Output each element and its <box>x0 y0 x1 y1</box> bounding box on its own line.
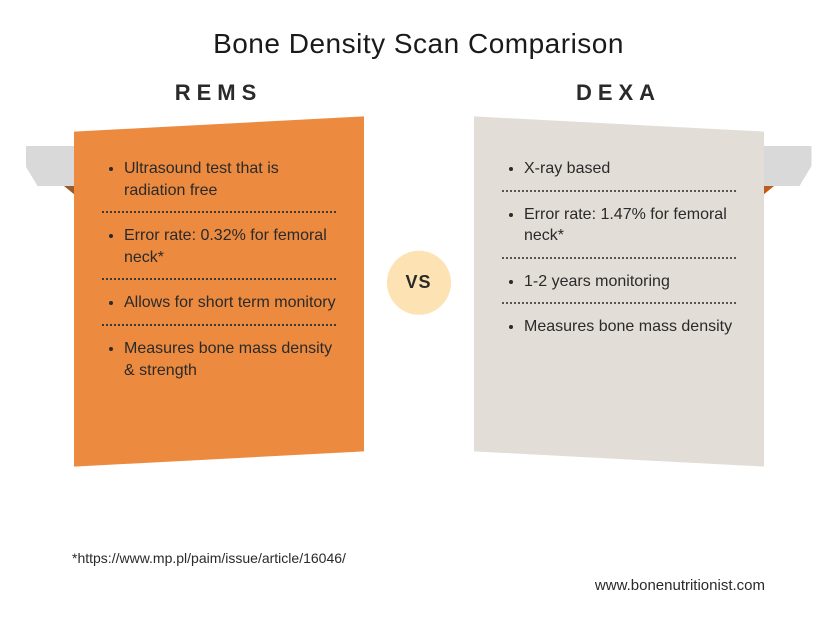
dexa-item: Measures bone mass density <box>524 316 736 338</box>
page-title: Bone Density Scan Comparison <box>0 0 837 60</box>
divider <box>102 278 336 280</box>
rems-card: Ultrasound test that is radiation free E… <box>74 116 364 466</box>
site-url: www.bonenutritionist.com <box>595 577 765 594</box>
rems-item: Ultrasound test that is radiation free <box>124 158 336 201</box>
divider <box>102 211 336 213</box>
divider <box>502 257 736 259</box>
dexa-card: X-ray based Error rate: 1.47% for femora… <box>474 116 764 466</box>
rems-header: REMS <box>74 80 364 106</box>
comparison-columns: REMS Ultrasound test that is radiation f… <box>0 80 837 459</box>
dexa-card-wrap: X-ray based Error rate: 1.47% for femora… <box>474 124 764 459</box>
divider <box>502 302 736 304</box>
rems-column: REMS Ultrasound test that is radiation f… <box>74 80 364 459</box>
rems-card-wrap: Ultrasound test that is radiation free E… <box>74 124 364 459</box>
dexa-item: 1-2 years monitoring <box>524 271 736 293</box>
rems-item: Allows for short term monitory <box>124 292 336 314</box>
dexa-column: DEXA X-ray based Error rate: 1.47% for f… <box>474 80 764 459</box>
divider <box>502 190 736 192</box>
footnote: *https://www.mp.pl/paim/issue/article/16… <box>72 550 346 566</box>
vs-badge: VS <box>387 250 451 314</box>
dexa-item: X-ray based <box>524 158 736 180</box>
divider <box>102 324 336 326</box>
dexa-item: Error rate: 1.47% for femoral neck* <box>524 204 736 247</box>
dexa-header: DEXA <box>474 80 764 106</box>
rems-item: Measures bone mass density & strength <box>124 338 336 381</box>
rems-item: Error rate: 0.32% for femoral neck* <box>124 225 336 268</box>
